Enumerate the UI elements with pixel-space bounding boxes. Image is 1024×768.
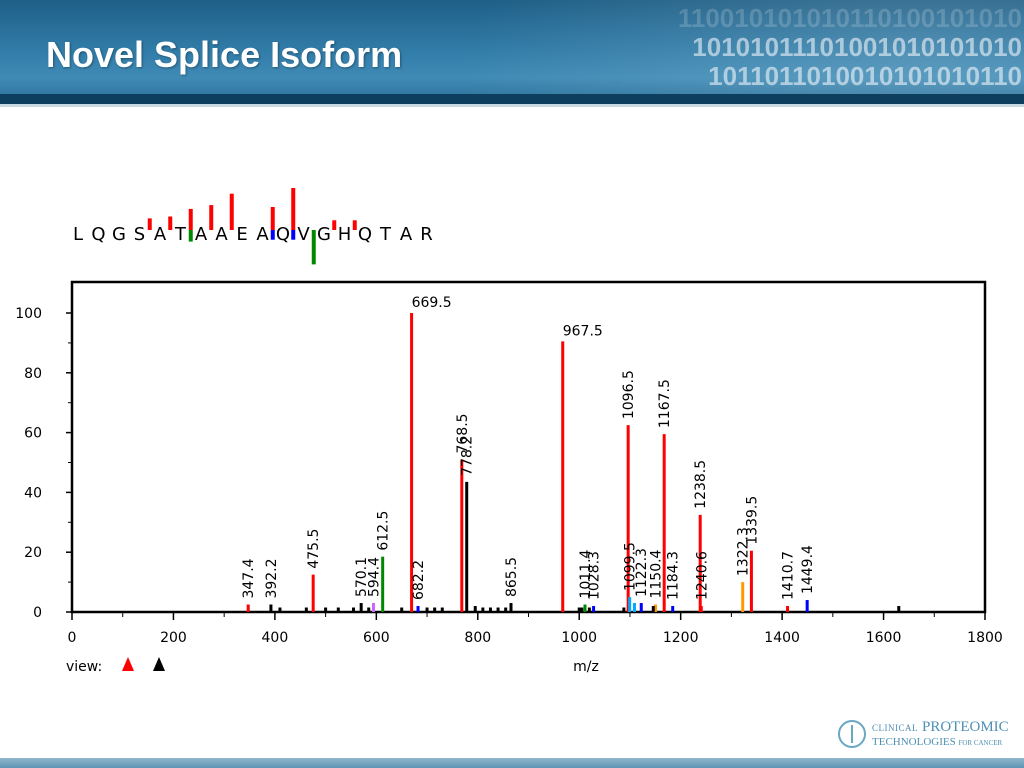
x-tick-label: 1200 bbox=[663, 630, 699, 646]
x-tick-label: 1000 bbox=[561, 630, 597, 646]
sequence-residue: A bbox=[256, 224, 269, 245]
peak-label: 347.4 bbox=[241, 558, 257, 598]
peak-label: 1122.3 bbox=[634, 548, 650, 597]
company-logo: CLINICAL PROTEOMIC TECHNOLOGIES FOR CANC… bbox=[838, 718, 1018, 754]
peak-label: 1011.4 bbox=[578, 549, 594, 598]
x-tick-label: 1600 bbox=[866, 630, 902, 646]
peak-label: 768.5 bbox=[455, 413, 471, 453]
x-axis: 0 200 400 600 800 1000 1200 1400 1600 1800 bbox=[68, 611, 1003, 646]
peak-label: 1096.5 bbox=[621, 370, 637, 419]
peak-label: 1028.3 bbox=[587, 551, 603, 600]
binary-line: 10101011101001010101010 bbox=[692, 32, 1022, 62]
sequence-residue: G bbox=[317, 224, 331, 245]
x-tick-label: 600 bbox=[363, 630, 390, 646]
logo-text: TECHNOLOGIES bbox=[872, 736, 956, 748]
binary-line: 110010101010110100101010 bbox=[677, 3, 1022, 33]
peak-label: 1238.5 bbox=[693, 460, 709, 509]
sequence-residue: Q bbox=[91, 224, 105, 245]
view-black-toggle[interactable] bbox=[153, 657, 165, 671]
binary-background: 110010101010110100101010 101010111010010… bbox=[602, 4, 1022, 91]
x-axis-label: m/z bbox=[573, 659, 599, 675]
sequence-residue: A bbox=[154, 224, 167, 245]
peak-label: 1322.3 bbox=[736, 527, 752, 576]
sequence-residue: A bbox=[400, 224, 413, 245]
peak-label: 1167.5 bbox=[657, 379, 673, 428]
sequence-residue: A bbox=[215, 224, 228, 245]
logo-mark-icon bbox=[838, 720, 866, 748]
y-tick-label: 100 bbox=[15, 306, 42, 322]
footer-band bbox=[0, 758, 1024, 768]
view-label: view: bbox=[66, 659, 102, 675]
sequence-residue: A bbox=[195, 224, 208, 245]
y-tick-label: 60 bbox=[24, 426, 42, 442]
peak-label: 594.4 bbox=[366, 557, 382, 597]
header-band bbox=[0, 94, 1024, 104]
peak-label: 682.2 bbox=[411, 560, 427, 600]
plot-frame bbox=[70, 280, 987, 614]
slide-title: Novel Splice Isoform bbox=[46, 34, 403, 75]
x-tick-label: 200 bbox=[160, 630, 187, 646]
sequence-residue: T bbox=[174, 224, 187, 245]
peak-label: 1410.7 bbox=[781, 551, 797, 600]
sequence-residue: Q bbox=[358, 224, 372, 245]
slide-header: 110010101010110100101010 101010111010010… bbox=[0, 0, 1024, 104]
x-tick-label: 1800 bbox=[967, 630, 1003, 646]
sequence-residue: S bbox=[134, 224, 145, 245]
peak-label: 1449.4 bbox=[800, 545, 816, 594]
x-tick-label: 400 bbox=[262, 630, 289, 646]
sequence-residue: R bbox=[420, 224, 433, 245]
logo-text: FOR CANCER bbox=[958, 739, 1003, 747]
sequence-residue: T bbox=[379, 224, 392, 245]
peak-label: 392.2 bbox=[264, 558, 280, 598]
peak-label: 778.2 bbox=[460, 436, 476, 476]
sequence-residue: E bbox=[236, 224, 247, 245]
y-tick-label: 20 bbox=[24, 545, 42, 561]
sequence-residue: L bbox=[73, 224, 83, 245]
peak-label: 1339.5 bbox=[744, 496, 760, 545]
x-tick-label: 0 bbox=[68, 630, 77, 646]
y-tick-label: 0 bbox=[33, 605, 42, 621]
y-tick-label: 80 bbox=[24, 366, 42, 382]
sequence-residue: H bbox=[338, 224, 352, 245]
peak-label: 865.5 bbox=[504, 557, 520, 597]
x-tick-label: 1400 bbox=[764, 630, 800, 646]
logo-text: CLINICAL bbox=[872, 723, 918, 733]
peak-label: 612.5 bbox=[376, 511, 392, 551]
x-tick-label: 800 bbox=[464, 630, 491, 646]
binary-line: 1011011010010101010110 bbox=[708, 61, 1022, 91]
peak-label: 475.5 bbox=[306, 529, 322, 569]
peak-label: 967.5 bbox=[563, 323, 603, 339]
y-axis: 0 20 40 60 80 100 bbox=[15, 306, 72, 621]
header-divider bbox=[0, 104, 1024, 107]
logo-text: PROTEOMIC bbox=[922, 719, 1009, 735]
view-red-toggle[interactable] bbox=[122, 657, 134, 671]
peak-label: 1240.6 bbox=[694, 551, 710, 600]
sequence-residue: V bbox=[297, 224, 310, 245]
peak-label: 570.1 bbox=[354, 557, 370, 597]
sequence-residue: Q bbox=[276, 224, 290, 245]
sequence-residue: G bbox=[112, 224, 126, 245]
y-tick-label: 40 bbox=[24, 485, 42, 501]
peak-label: 1184.3 bbox=[666, 551, 682, 600]
peak-label: 669.5 bbox=[412, 295, 452, 311]
peaks-layer bbox=[246, 313, 901, 612]
header-glow bbox=[380, 0, 1024, 104]
peak-label: 1150.4 bbox=[649, 549, 665, 598]
peak-label: 1099.5 bbox=[623, 542, 639, 591]
